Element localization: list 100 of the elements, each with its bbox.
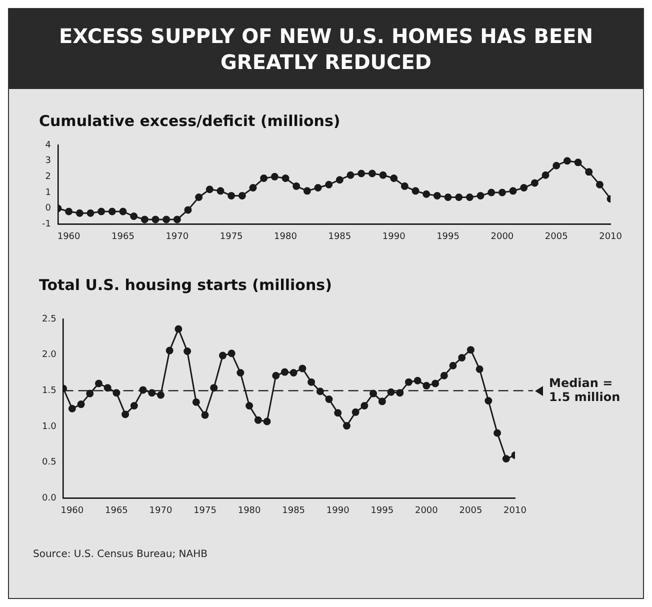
point <box>563 157 571 165</box>
point <box>458 354 466 362</box>
point <box>378 398 386 406</box>
point <box>466 194 474 202</box>
source-note: Source: U.S. Census Bureau; NAHB <box>33 549 208 560</box>
point <box>449 362 457 370</box>
point <box>390 174 398 182</box>
point <box>520 184 528 192</box>
y-tick-label: 1.5 <box>42 386 56 396</box>
x-tick-label: 1990 <box>326 506 350 516</box>
x-tick-label: 1965 <box>105 506 128 516</box>
point <box>184 206 192 214</box>
point <box>195 194 203 202</box>
point <box>68 404 76 412</box>
point <box>455 194 463 202</box>
point <box>585 168 593 176</box>
point <box>552 162 560 170</box>
point <box>476 365 484 373</box>
point <box>358 170 366 178</box>
point <box>574 158 582 166</box>
point <box>325 180 333 188</box>
point <box>502 455 510 463</box>
point <box>201 411 209 419</box>
point <box>484 396 492 404</box>
point <box>260 174 268 182</box>
x-tick-label: 1980 <box>274 232 298 242</box>
chart-title: EXCESS SUPPLY OF NEW U.S. HOMES HAS BEEN GREATLY REDUCED <box>9 9 643 89</box>
point <box>342 422 350 430</box>
x-tick-label: 1970 <box>149 506 172 516</box>
point <box>308 378 316 386</box>
point <box>140 216 148 224</box>
point <box>325 396 333 404</box>
y-tick-label: 3 <box>45 156 51 166</box>
point <box>192 398 200 406</box>
point <box>236 369 244 377</box>
point <box>346 171 354 179</box>
point <box>216 187 224 195</box>
x-tick-label: 1960 <box>57 232 81 242</box>
point <box>272 372 280 380</box>
point <box>162 216 170 224</box>
point <box>303 187 311 195</box>
x-tick-label: 1985 <box>282 506 306 516</box>
point <box>290 369 298 377</box>
point <box>422 190 430 198</box>
point <box>156 391 164 399</box>
point <box>166 346 174 354</box>
point <box>174 325 182 333</box>
point <box>440 372 448 380</box>
point <box>249 184 257 192</box>
point <box>98 208 106 216</box>
point <box>238 192 246 200</box>
point <box>282 174 290 182</box>
x-tick-label: 2000 <box>414 506 438 516</box>
point <box>130 212 138 220</box>
point <box>404 378 412 386</box>
chart-title: Total U.S. housing starts (millions) <box>39 276 332 294</box>
point <box>108 208 116 216</box>
chart-subtitle: Cumulative excess/deficit (millions) <box>39 112 340 130</box>
point <box>352 408 360 416</box>
point <box>400 182 408 190</box>
point <box>360 402 368 410</box>
point <box>314 184 322 192</box>
point <box>254 416 262 424</box>
point <box>65 208 73 216</box>
point <box>228 192 236 200</box>
point <box>336 176 344 184</box>
x-tick-label: 1975 <box>194 506 216 516</box>
point <box>228 350 236 358</box>
point <box>263 418 271 426</box>
x-tick-label: 1980 <box>238 506 262 516</box>
y-tick-label: 1.0 <box>42 422 57 432</box>
point <box>173 216 181 224</box>
x-tick-label: 2005 <box>459 506 482 516</box>
point <box>379 171 387 179</box>
x-tick-label: 1990 <box>382 232 406 242</box>
point <box>596 180 604 188</box>
point <box>334 409 342 417</box>
x-tick-label: 1960 <box>60 506 84 516</box>
point <box>370 390 378 398</box>
y-tick-label: 2.5 <box>42 314 56 324</box>
x-tick-label: 1970 <box>166 232 189 242</box>
y-tick-label: -1 <box>42 220 51 230</box>
point <box>210 384 218 392</box>
point <box>494 429 502 437</box>
point <box>104 384 112 392</box>
point <box>298 364 306 372</box>
point <box>387 388 395 396</box>
x-tick-label: 2000 <box>490 232 514 242</box>
x-tick-label: 1995 <box>370 506 394 516</box>
point <box>509 187 517 195</box>
y-tick-label: 0.0 <box>42 494 57 504</box>
x-tick-label: 1965 <box>112 232 134 242</box>
point <box>130 402 138 410</box>
point <box>119 208 127 216</box>
point <box>422 382 430 390</box>
y-tick-label: 2 <box>45 172 51 182</box>
x-tick-label: 1995 <box>436 232 460 242</box>
y-tick-label: 1 <box>45 188 51 198</box>
point <box>280 368 288 376</box>
point <box>414 376 422 384</box>
